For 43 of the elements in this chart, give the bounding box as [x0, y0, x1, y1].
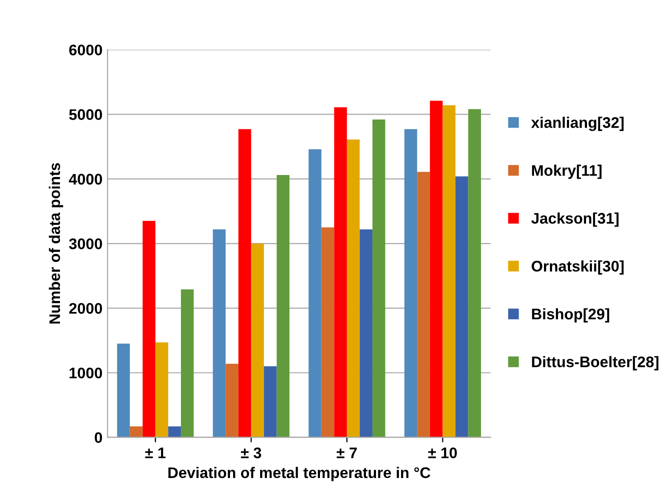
bar [130, 426, 143, 438]
legend-label: Ornatskii[30] [532, 260, 624, 275]
y-tick-label: 3000 [69, 238, 102, 250]
x-tick-label: ± 7 [336, 448, 357, 458]
bar [276, 175, 290, 438]
x-tick-label: ± 10 [428, 447, 457, 458]
bar [251, 244, 264, 438]
bar [346, 140, 360, 438]
legend-label: Jackson[31] [531, 212, 619, 227]
bar [180, 289, 194, 438]
bar [372, 119, 386, 438]
bar [308, 149, 322, 438]
x-tick-label: ± 3 [240, 447, 262, 458]
bar [468, 109, 481, 438]
bar [212, 229, 226, 438]
bar [238, 129, 252, 438]
bar [334, 107, 347, 438]
bar [404, 129, 418, 438]
bar [321, 227, 334, 438]
legend-label: Mokry[11] [532, 164, 602, 179]
bar [264, 366, 277, 438]
y-tick-label: 4000 [68, 174, 102, 185]
y-tick-label: 1000 [70, 368, 102, 378]
legend-label: Bishop[29] [532, 308, 610, 322]
bar [417, 172, 430, 438]
bar [360, 229, 372, 438]
bar [168, 426, 181, 438]
y-tick-label: 2000 [69, 303, 102, 314]
y-tick-label: 0 [94, 432, 102, 444]
bar [226, 364, 238, 438]
x-tick-label: ± 1 [145, 448, 166, 458]
y-tick-label: 5000 [69, 109, 102, 120]
x-axis-title: Deviation of metal temperature in °C [168, 466, 430, 482]
bar [455, 176, 468, 438]
y-tick-label: 6000 [69, 44, 102, 56]
bar [142, 220, 156, 438]
bar [442, 105, 456, 438]
y-axis-title: Number of data points [48, 163, 64, 324]
bar [155, 342, 168, 438]
legend-label: xianliang[32] [531, 116, 624, 132]
legend-label: Dittus-Boelter[28] [532, 356, 658, 370]
bar [430, 100, 443, 438]
bar [117, 344, 130, 438]
